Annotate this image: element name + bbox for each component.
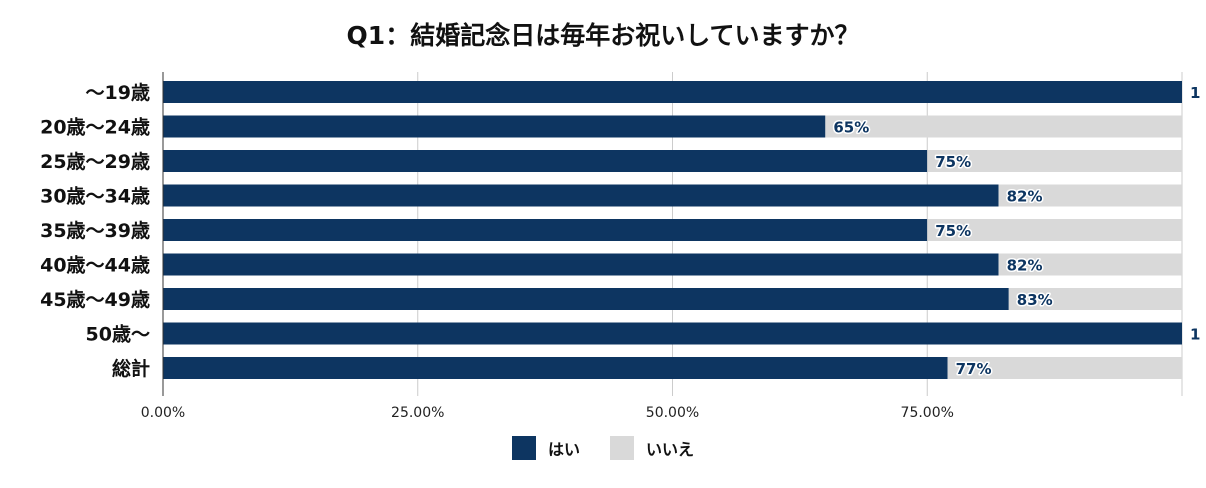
category-label: ～19歳 [86,82,150,104]
x-tick-label: 50.00% [646,405,699,421]
category-label: 25歳～29歳 [40,151,150,173]
bar-yes [163,357,948,379]
data-label: 83% [1017,291,1053,309]
category-label: 50歳～ [86,324,150,346]
data-label: 1 [1190,326,1200,344]
labels: 0.00% 25.00% 50.00% 75.00% ～19歳 1 20歳～24歳 65% 25… [40,82,1202,421]
bar-yes [163,288,1009,310]
category-label: 45歳～49歳 [40,289,150,311]
data-label: 65% [833,119,869,137]
legend-swatch-yes [511,436,536,460]
category-label: 35歳～39歳 [40,220,150,242]
bar-yes [163,184,999,207]
data-label: 75% [935,222,971,240]
legend-label-yes: はい [547,440,580,459]
bar-yes [163,81,1182,103]
data-label: 82% [1007,188,1043,206]
bar-yes [163,150,928,172]
x-tick-label: 75.00% [901,405,954,421]
bar-yes [163,253,999,276]
category-label: 40歳～44歳 [40,255,150,277]
data-label: 82% [1007,257,1043,275]
category-label: 30歳～34歳 [40,186,150,208]
bar-no [998,184,1182,207]
bar-no [825,115,1182,138]
bar-no [927,219,1182,241]
bar-yes [163,115,826,138]
x-tick-label: 25.00% [391,405,444,421]
data-label: 77% [956,360,992,378]
bar-yes [163,219,928,241]
legend-item-no[interactable]: いいえ [610,436,694,460]
data-label: 1 [1190,84,1200,102]
legend: はい いいえ [0,436,1206,460]
legend-item-yes[interactable]: はい [511,436,580,460]
bar-no [947,357,1182,379]
data-label: 75% [935,153,971,171]
category-label: 総計 [112,357,150,380]
legend-swatch-no [610,436,634,460]
legend-label-no: いいえ [646,440,695,459]
category-label: 20歳～24歳 [40,117,150,139]
bar-no [1008,288,1182,310]
bar-no [998,253,1182,276]
chart-title: Q1：結婚記念日は毎年お祝いしていますか？ [346,21,860,50]
bars [163,81,1182,379]
x-tick-label: 0.00% [141,405,185,421]
bar-yes [163,322,1182,345]
bar-no [927,150,1182,172]
